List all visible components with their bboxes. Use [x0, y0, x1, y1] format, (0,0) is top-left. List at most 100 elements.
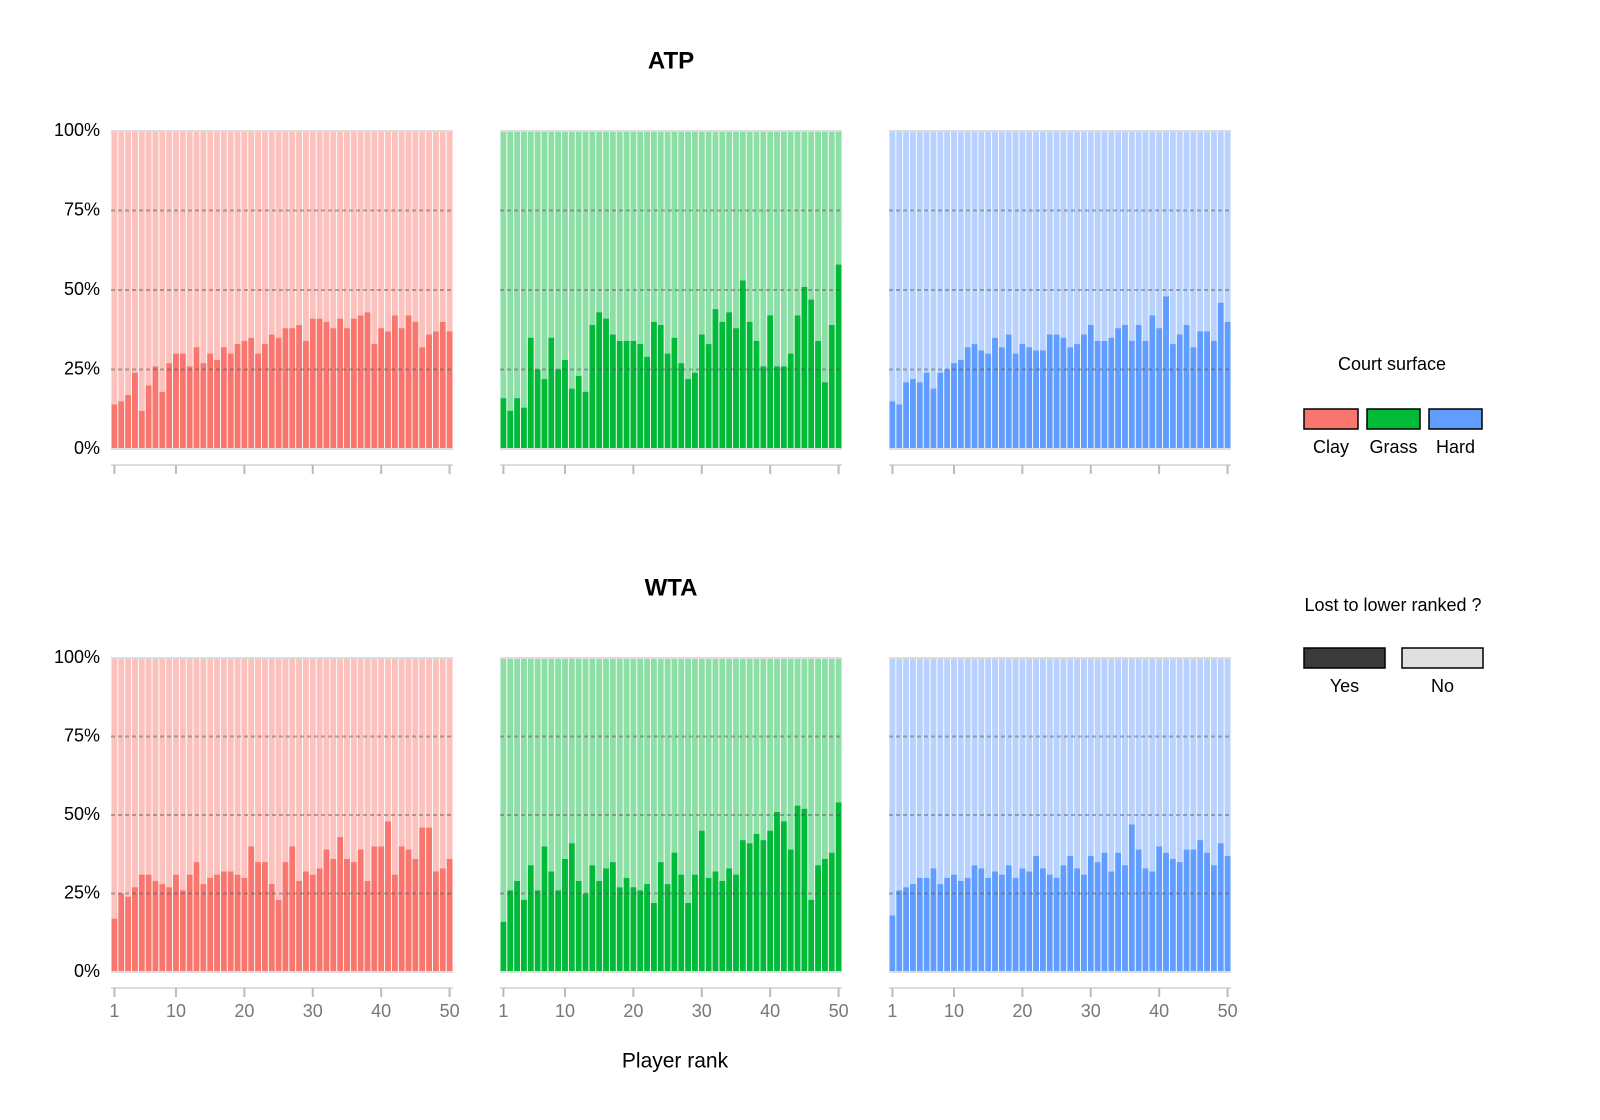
bar — [691, 874, 698, 972]
bar — [930, 388, 937, 449]
bar-rest — [568, 131, 575, 389]
bar-rest — [520, 131, 527, 408]
bar-rest — [1190, 131, 1197, 348]
bar-rest — [241, 658, 248, 878]
bar — [678, 874, 685, 972]
bar — [1108, 871, 1115, 972]
bar-rest — [1087, 131, 1094, 325]
bar — [760, 840, 767, 972]
bar — [903, 887, 910, 972]
bar — [1060, 865, 1067, 972]
bar-rest — [507, 658, 514, 891]
bar-rest — [957, 658, 964, 881]
bar — [1176, 334, 1183, 449]
bar-rest — [439, 131, 446, 322]
bar — [507, 410, 514, 449]
bar — [405, 849, 412, 972]
bar-rest — [302, 131, 309, 341]
bar-rest — [173, 658, 179, 875]
bar — [200, 884, 207, 972]
bar — [1183, 324, 1190, 449]
bar — [514, 880, 521, 972]
bar — [1197, 840, 1204, 972]
bar — [616, 340, 623, 449]
bar — [623, 340, 630, 449]
y-tick-label: 100% — [54, 647, 100, 667]
bar-rest — [1163, 131, 1169, 297]
bar-rest — [534, 131, 541, 370]
bar — [248, 846, 255, 972]
bar-rest — [323, 658, 330, 850]
bar-rest — [316, 131, 323, 319]
bar — [739, 840, 746, 972]
bar — [705, 344, 712, 449]
bar-rest — [1005, 658, 1012, 866]
bar-rest — [1026, 131, 1033, 348]
bar — [1128, 824, 1135, 972]
bar — [971, 344, 978, 449]
bar-rest — [562, 131, 568, 360]
bar — [1026, 347, 1033, 449]
bar-rest — [1019, 658, 1026, 869]
bar — [815, 865, 822, 972]
bar-rest — [1183, 658, 1190, 850]
bar — [1053, 877, 1060, 972]
bar — [125, 394, 132, 449]
bar-rest — [1176, 131, 1183, 335]
bar — [426, 827, 433, 972]
bar-rest — [582, 658, 589, 894]
bar — [432, 871, 439, 972]
bar — [534, 890, 541, 972]
bar-rest — [739, 658, 746, 841]
bar — [1210, 340, 1217, 449]
bar-rest — [1135, 658, 1142, 850]
bar-rest — [1012, 131, 1019, 354]
bar-rest — [794, 658, 801, 806]
bar — [330, 328, 337, 449]
bar-rest — [364, 131, 371, 313]
bar — [746, 843, 753, 972]
bar — [808, 899, 815, 972]
x-tick-label: 30 — [303, 1001, 323, 1021]
bar-rest — [296, 658, 303, 881]
bar-rest — [630, 658, 637, 888]
bar — [1210, 865, 1217, 972]
bar — [1108, 337, 1115, 449]
bar — [302, 871, 309, 972]
bar-rest — [1217, 658, 1224, 844]
bar — [357, 315, 364, 449]
bar — [685, 379, 692, 449]
bar — [637, 890, 644, 972]
bar-rest — [1046, 131, 1053, 335]
bar — [118, 893, 125, 972]
bar — [446, 331, 453, 449]
bar-rest — [350, 658, 357, 863]
bar — [944, 369, 951, 449]
bar-rest — [780, 658, 787, 822]
bar — [350, 862, 357, 972]
bar-rest — [930, 131, 937, 389]
bar — [909, 884, 916, 972]
bar — [541, 379, 548, 449]
bar — [671, 337, 678, 449]
bar-rest — [739, 131, 746, 281]
bar — [835, 264, 842, 449]
bar — [296, 324, 303, 449]
bar — [712, 871, 719, 972]
bar-rest — [227, 131, 234, 354]
bar-rest — [391, 131, 398, 316]
bar-rest — [978, 131, 985, 351]
bar-rest — [282, 658, 289, 863]
bar-rest — [548, 658, 555, 872]
bar-rest — [719, 131, 726, 322]
bar-rest — [596, 131, 603, 313]
bar — [1012, 353, 1019, 449]
bar — [1135, 849, 1142, 972]
bar — [125, 896, 132, 972]
bar — [159, 884, 166, 972]
y-tick-label: 75% — [64, 725, 100, 745]
bar — [166, 887, 173, 972]
bar — [1115, 328, 1122, 449]
bar — [241, 877, 248, 972]
x-tick-label: 40 — [371, 1001, 391, 1021]
